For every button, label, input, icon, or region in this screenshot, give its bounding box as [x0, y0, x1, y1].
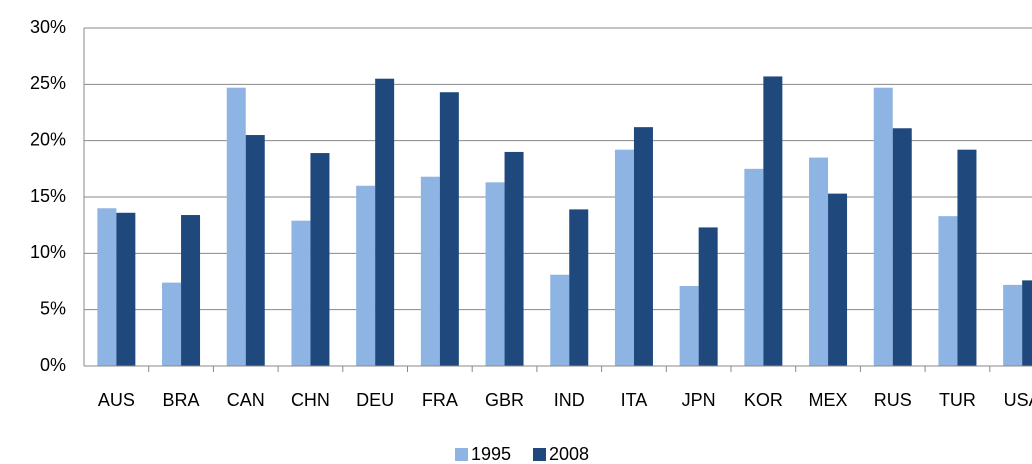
bar: [226, 87, 246, 367]
bar: [763, 76, 783, 367]
bar: [569, 209, 589, 366]
x-tick-label: IND: [554, 390, 585, 410]
bar: [744, 168, 764, 366]
bar: [614, 149, 634, 366]
bar: [356, 185, 376, 366]
bar: [291, 220, 311, 366]
bar: [633, 127, 653, 366]
legend-label: 1995: [471, 444, 511, 464]
y-tick-label: 5%: [40, 298, 66, 318]
y-tick-label: 10%: [30, 242, 66, 262]
bar: [698, 227, 718, 366]
bar: [97, 208, 117, 366]
x-tick-label: ITA: [621, 390, 648, 410]
bar: [420, 176, 440, 366]
bar: [116, 212, 136, 366]
x-tick-label: CHN: [291, 390, 330, 410]
legend-swatch: [455, 448, 468, 461]
bar: [375, 78, 395, 366]
bar: [245, 135, 265, 366]
bar: [485, 182, 505, 366]
bar: [809, 157, 829, 366]
bar: [828, 193, 848, 366]
x-tick-label: FRA: [422, 390, 458, 410]
y-tick-label: 15%: [30, 186, 66, 206]
y-tick-label: 0%: [40, 355, 66, 375]
x-tick-label: USA: [1004, 390, 1032, 410]
bar: [439, 92, 459, 366]
legend-label: 2008: [549, 444, 589, 464]
x-tick-label: AUS: [98, 390, 135, 410]
y-tick-label: 20%: [30, 129, 66, 149]
bar: [892, 128, 912, 366]
bar: [310, 153, 330, 366]
bar: [679, 286, 699, 366]
bar: [873, 87, 893, 367]
x-tick-label: JPN: [682, 390, 716, 410]
bar: [162, 282, 182, 366]
x-tick-label: GBR: [485, 390, 524, 410]
bar: [938, 216, 958, 366]
bar: [181, 215, 201, 366]
bar: [550, 274, 570, 366]
y-tick-label: 30%: [30, 17, 66, 37]
x-tick-label: KOR: [744, 390, 783, 410]
x-tick-label: TUR: [939, 390, 976, 410]
y-tick-label: 25%: [30, 73, 66, 93]
x-tick-label: MEX: [809, 390, 848, 410]
bar: [504, 151, 524, 366]
bar: [1022, 280, 1032, 366]
x-tick-label: BRA: [163, 390, 200, 410]
x-tick-label: CAN: [227, 390, 265, 410]
x-tick-label: RUS: [874, 390, 912, 410]
x-tick-label: DEU: [356, 390, 394, 410]
legend-swatch: [533, 448, 546, 461]
bar: [1003, 284, 1023, 366]
bar: [957, 149, 977, 366]
